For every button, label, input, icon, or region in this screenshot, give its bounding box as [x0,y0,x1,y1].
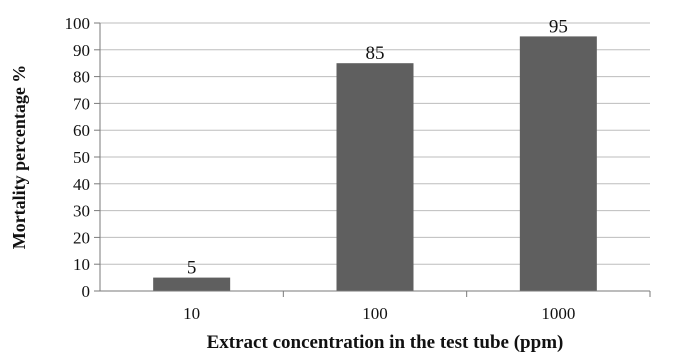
x-tick-label: 10 [183,304,200,323]
y-tick-labels: 0 10 20 30 40 50 60 70 80 90 100 [65,14,91,301]
bar [519,36,597,292]
x-tick-label: 1000 [541,304,575,323]
y-tick-label: 0 [82,282,91,301]
axes [94,22,651,297]
y-tick-label: 90 [73,41,90,60]
data-label: 95 [549,16,568,37]
y-tick-label: 30 [73,202,90,221]
y-tick-label: 80 [73,68,90,87]
data-label: 5 [187,258,197,279]
y-tick-label: 10 [73,255,90,274]
data-label: 85 [366,43,385,64]
data-labels: 5 85 95 [187,16,568,278]
bars [153,36,597,292]
y-tick-label: 70 [73,94,90,113]
bar [336,63,414,292]
bar [153,277,231,291]
y-tick-label: 40 [73,175,90,194]
y-axis-title: Mortality percentage % [9,65,29,250]
y-tick-label: 60 [73,121,90,140]
x-tick-label: 100 [362,304,388,323]
x-axis-title: Extract concentration in the test tube (… [207,332,564,353]
x-tick-labels: 10 100 1000 [183,304,575,323]
y-tick-label: 100 [65,14,91,33]
y-tick-label: 50 [73,148,90,167]
y-tick-label: 20 [73,228,90,247]
